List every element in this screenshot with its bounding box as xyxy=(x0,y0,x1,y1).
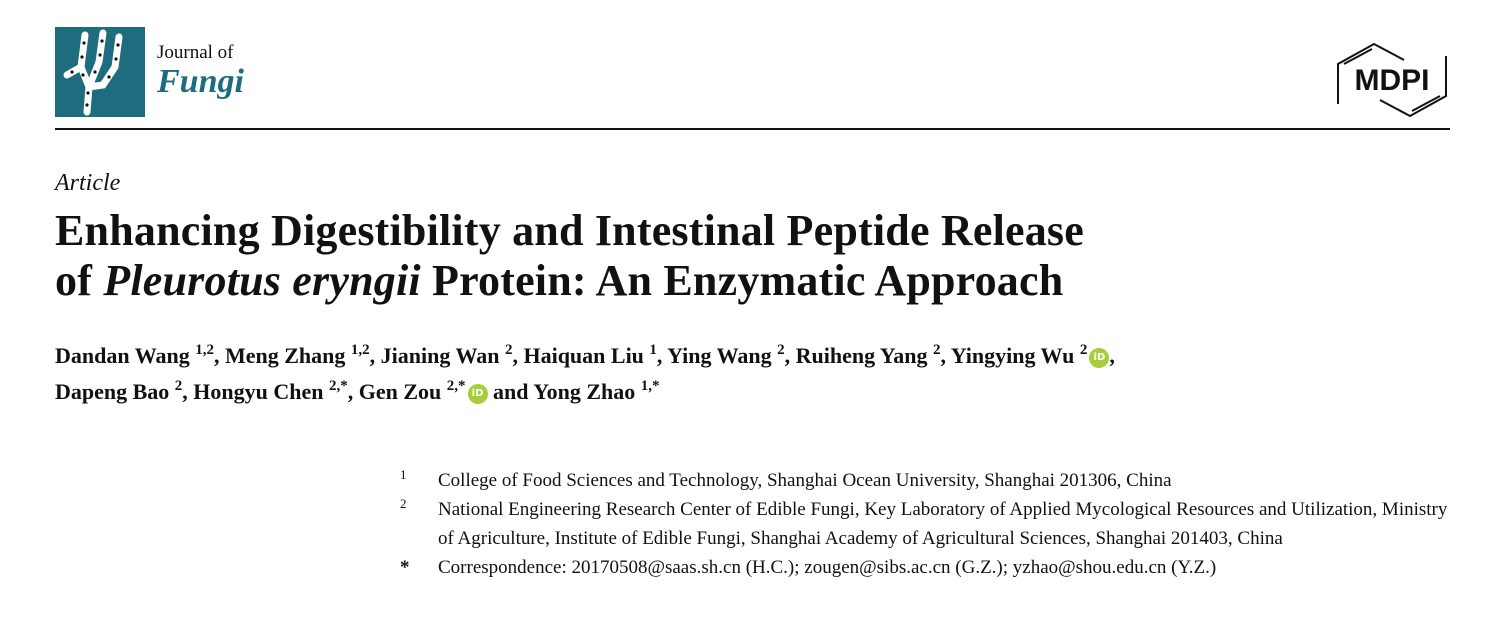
author-list: Dandan Wang 1,2, Meng Zhang 1,2, Jianing… xyxy=(55,342,1115,405)
author[interactable]: Gen Zou 2,* xyxy=(358,378,466,405)
author[interactable]: Ruiheng Yang 2 xyxy=(795,342,941,369)
affiliation-text: National Engineering Research Center of … xyxy=(438,499,1448,549)
mdpi-logo: MDPI xyxy=(1337,42,1447,118)
journal-name-line2: Fungi xyxy=(157,63,244,100)
title-line1: Enhancing Digestibility and Intestinal P… xyxy=(55,206,1084,255)
journal-name: Journal of Fungi xyxy=(157,42,244,100)
affiliation-mark: 2 xyxy=(400,496,407,511)
correspondence-mark: * xyxy=(400,557,410,578)
affiliations: 1 College of Food Sciences and Technology… xyxy=(400,466,1460,582)
affiliation-text: College of Food Sciences and Technology,… xyxy=(438,470,1172,491)
author[interactable]: Jianing Wan 2 xyxy=(380,342,513,369)
author[interactable]: Dandan Wang 1,2 xyxy=(55,342,214,369)
author[interactable]: Yingying Wu 2 xyxy=(950,342,1088,369)
journal-name-line1: Journal of xyxy=(157,42,234,63)
fungi-hyphae-icon xyxy=(63,29,123,116)
author[interactable]: Hongyu Chen 2,* xyxy=(193,378,348,405)
affiliation-2: 2 National Engineering Research Center of… xyxy=(400,495,1460,553)
orcid-icon[interactable]: iD xyxy=(467,384,488,404)
author[interactable]: Ying Wang 2 xyxy=(667,342,785,369)
title-suffix: Protein: An Enzymatic Approach xyxy=(420,256,1064,305)
affiliation-mark: 1 xyxy=(400,467,407,482)
species-name: Pleurotus eryngii xyxy=(103,256,421,305)
title-prefix: of xyxy=(55,256,104,305)
orcid-icon[interactable]: iD xyxy=(1089,348,1110,368)
author[interactable]: Dapeng Bao 2 xyxy=(55,378,183,405)
correspondence: * Correspondence: 20170508@saas.sh.cn (H.… xyxy=(400,553,1460,582)
title-line2: of Pleurotus eryngii Protein: An Enzymat… xyxy=(55,256,1084,306)
correspondence-text: Correspondence: 20170508@saas.sh.cn (H.C… xyxy=(438,557,1217,578)
article-type: Article xyxy=(55,170,121,196)
author[interactable]: Meng Zhang 1,2 xyxy=(224,342,370,369)
affiliation-1: 1 College of Food Sciences and Technology… xyxy=(400,466,1460,495)
mdpi-logo-text: MDPI xyxy=(1355,64,1430,97)
journal-logo xyxy=(55,27,145,117)
header-divider xyxy=(55,128,1450,130)
author[interactable]: Yong Zhao 1,* xyxy=(533,378,660,405)
page-title: Enhancing Digestibility and Intestinal P… xyxy=(55,206,1084,306)
author[interactable]: Haiquan Liu 1 xyxy=(523,342,657,369)
